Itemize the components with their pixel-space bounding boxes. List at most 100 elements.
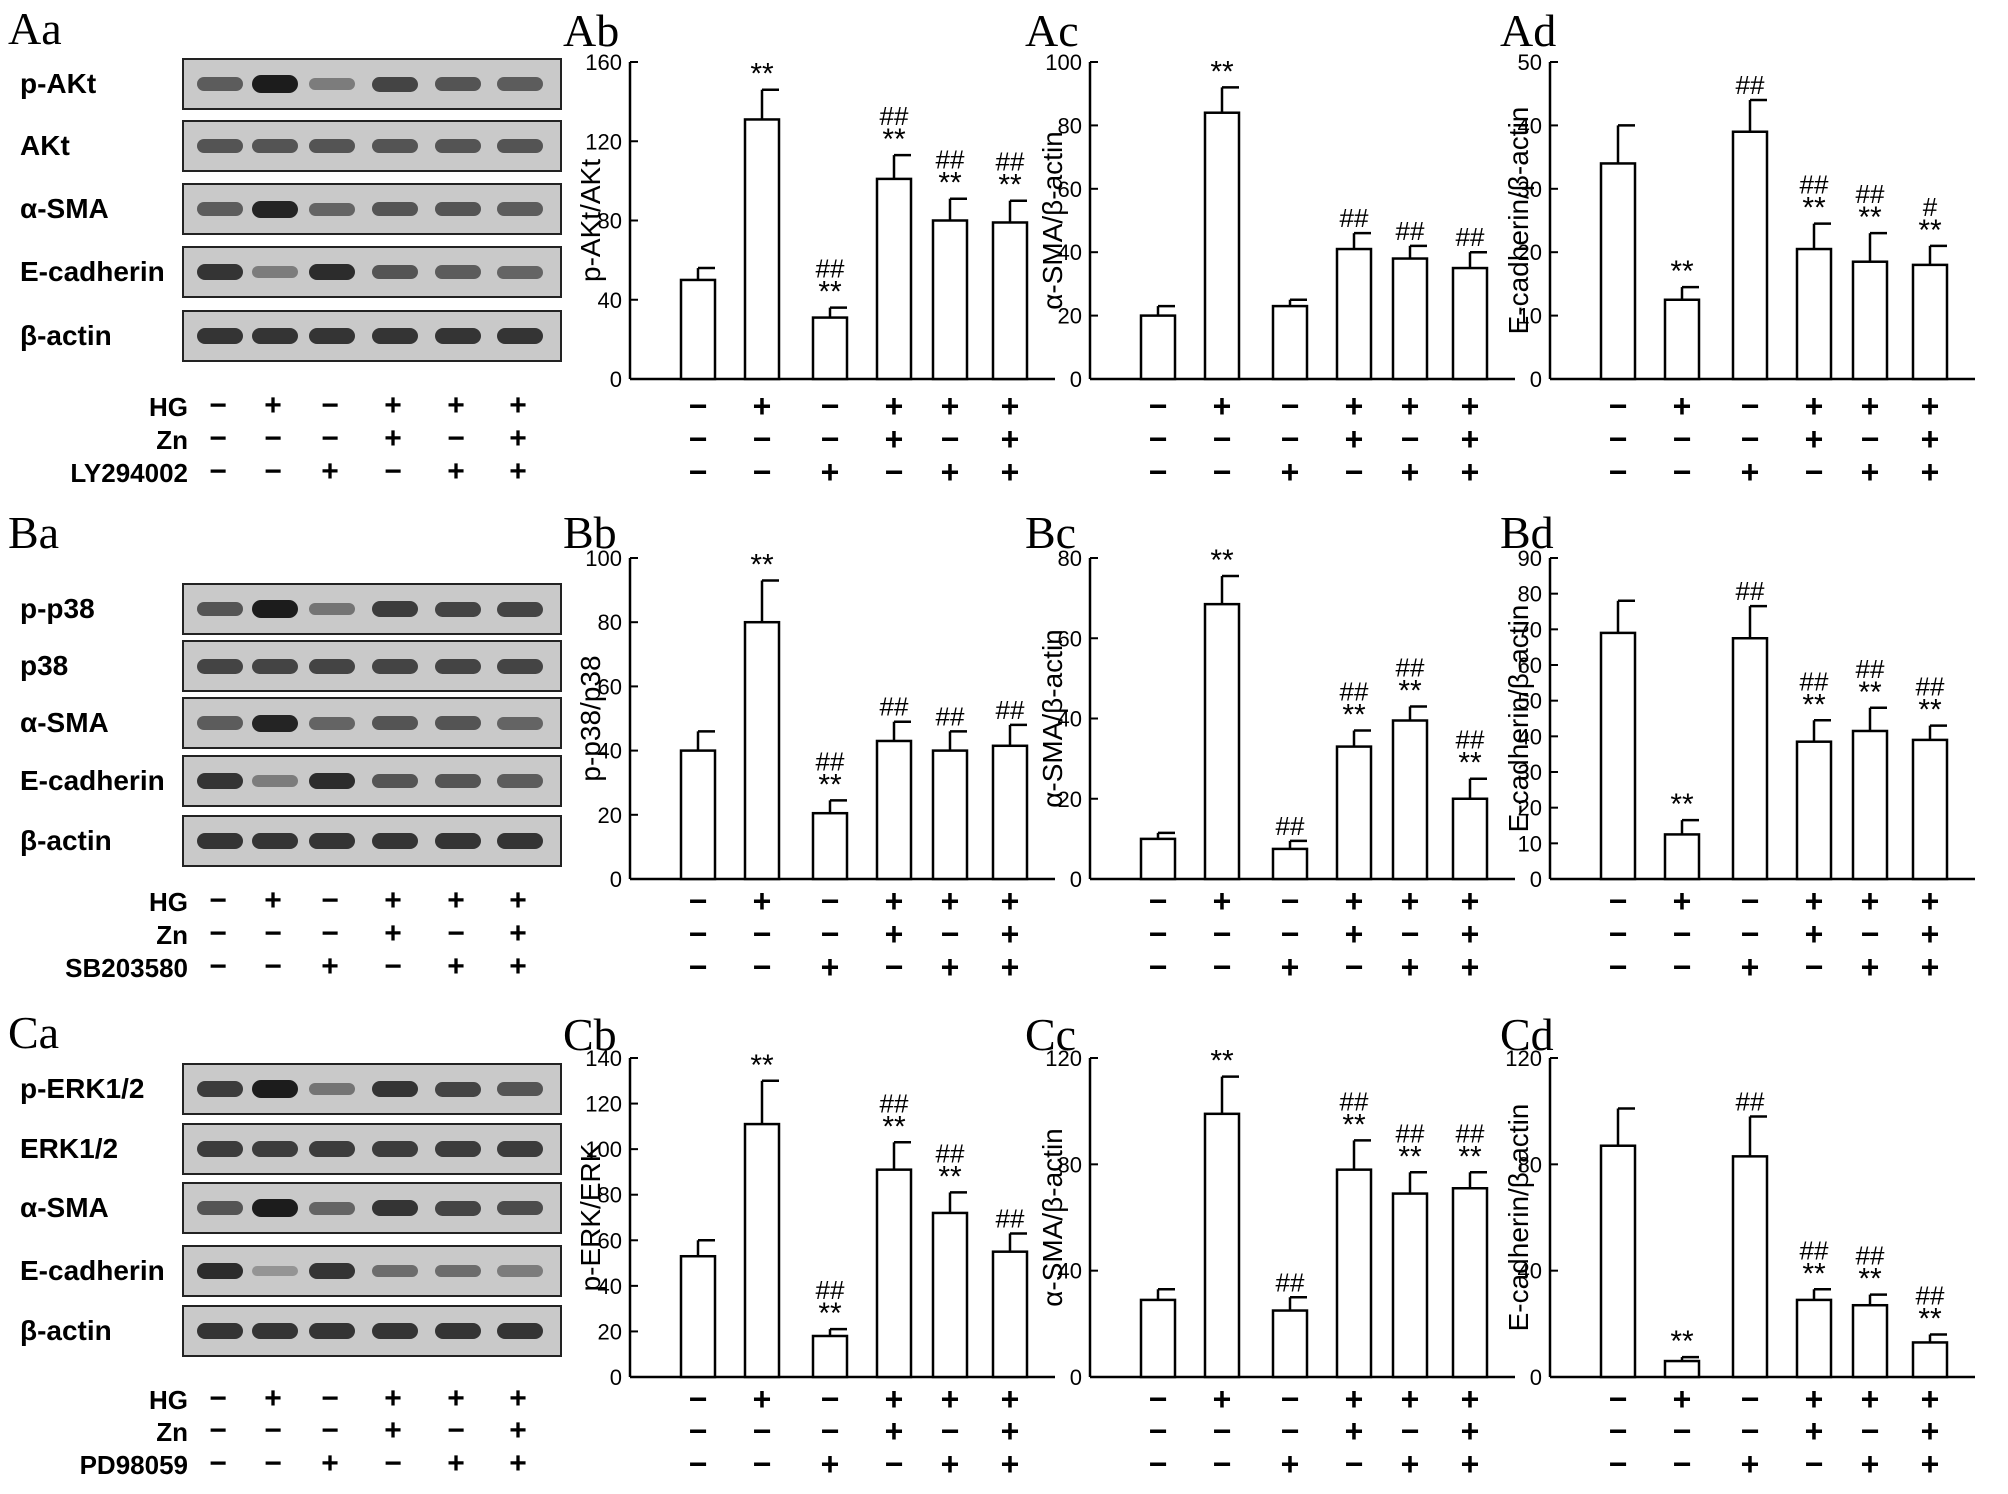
protein-band <box>435 1081 481 1097</box>
band-label: α-SMA <box>20 1192 109 1223</box>
condition-sign: + <box>1001 949 1020 985</box>
treatment-sign: + <box>384 1414 402 1447</box>
bar <box>1795 1298 1833 1379</box>
significance-hash: ## <box>996 1203 1025 1233</box>
significance-stars: ** <box>1458 747 1482 780</box>
condition-sign: + <box>1281 1446 1300 1482</box>
band-label: α-SMA <box>20 193 109 224</box>
y-tick-label: 20 <box>598 803 622 828</box>
condition-sign: + <box>1401 883 1420 919</box>
protein-band <box>197 716 243 730</box>
significance-stars: ** <box>1802 1257 1826 1290</box>
protein-band <box>435 1264 481 1278</box>
protein-band <box>497 265 543 279</box>
treatment-sign: − <box>447 422 465 455</box>
significance-hash: ## <box>996 695 1025 725</box>
condition-sign: + <box>1401 949 1420 985</box>
treatment-sign: − <box>209 917 227 950</box>
condition-sign: − <box>1609 1381 1628 1417</box>
protein-band <box>309 1141 355 1157</box>
bar <box>679 749 717 881</box>
significance-stars: ** <box>882 1110 906 1143</box>
treatment-sign: − <box>447 1414 465 1447</box>
condition-sign: − <box>1149 454 1168 490</box>
y-tick-label: 40 <box>1058 707 1082 732</box>
blot-strip <box>182 1182 562 1234</box>
condition-sign: − <box>1149 883 1168 919</box>
panel-label: Cc <box>1025 1009 1077 1060</box>
protein-band <box>252 200 298 218</box>
y-tick-label: 120 <box>585 129 622 154</box>
y-tick-label: 0 <box>610 367 622 392</box>
protein-band <box>252 775 298 787</box>
condition-sign: − <box>1401 916 1420 952</box>
significance-stars: ** <box>1342 699 1366 732</box>
treatment-label: PD98059 <box>79 1450 188 1480</box>
treatment-sign: − <box>384 1447 402 1480</box>
condition-sign: + <box>1001 1413 1020 1449</box>
treatment-sign: + <box>264 884 282 917</box>
condition-sign: − <box>1213 1413 1232 1449</box>
significance-hash: ## <box>1396 652 1425 682</box>
condition-sign: + <box>1861 1381 1880 1417</box>
y-axis-label: α-SMA/β-actin <box>1037 131 1068 310</box>
significance-stars: ** <box>1458 1140 1482 1173</box>
significance-stars: ** <box>1802 192 1826 225</box>
y-tick-label: 10 <box>1518 304 1542 329</box>
significance-stars: ** <box>818 768 842 801</box>
protein-band <box>497 716 543 730</box>
significance-hash: ## <box>1856 654 1885 684</box>
condition-sign: − <box>941 421 960 457</box>
protein-band <box>372 1081 418 1097</box>
protein-band <box>435 1200 481 1216</box>
protein-band <box>497 139 543 153</box>
protein-band <box>435 601 481 617</box>
y-axis-label: E-cadherin/β-actin <box>1503 1104 1534 1332</box>
y-tick-label: 0 <box>1070 867 1082 892</box>
treatment-sign: − <box>321 884 339 917</box>
condition-sign: − <box>1345 1446 1364 1482</box>
condition-sign: − <box>1213 949 1232 985</box>
protein-band <box>309 1083 355 1095</box>
significance-hash: ## <box>996 147 1025 177</box>
condition-sign: + <box>1805 388 1824 424</box>
bar <box>1335 745 1373 881</box>
bar <box>743 118 781 381</box>
condition-sign: − <box>885 1446 904 1482</box>
bar <box>1271 847 1309 881</box>
bar <box>1391 257 1429 381</box>
condition-sign: + <box>1861 883 1880 919</box>
treatment-sign: − <box>264 455 282 488</box>
protein-band <box>435 716 481 730</box>
blot-strip <box>182 1305 562 1357</box>
bar <box>743 620 781 881</box>
bar <box>1391 1192 1429 1379</box>
protein-band <box>372 1200 418 1216</box>
bar <box>811 811 849 881</box>
condition-sign: − <box>821 388 840 424</box>
condition-sign: + <box>941 454 960 490</box>
condition-sign: − <box>1741 388 1760 424</box>
protein-band <box>309 1263 355 1279</box>
protein-band <box>252 833 298 849</box>
significance-stars: ** <box>818 1297 842 1330</box>
treatment-label: HG <box>149 392 188 422</box>
significance-hash: ## <box>1856 1241 1885 1271</box>
protein-band <box>372 265 418 279</box>
bar <box>679 278 717 381</box>
condition-sign: − <box>1805 1446 1824 1482</box>
condition-sign: + <box>1921 1446 1940 1482</box>
protein-band <box>372 1264 418 1278</box>
condition-sign: + <box>1213 883 1232 919</box>
significance-hash: ## <box>1396 1118 1425 1148</box>
y-tick-label: 60 <box>598 674 622 699</box>
condition-sign: + <box>1673 1381 1692 1417</box>
bar <box>1139 1298 1177 1379</box>
condition-sign: − <box>1281 1381 1300 1417</box>
treatment-sign: − <box>264 917 282 950</box>
significance-hash: ## <box>816 254 845 284</box>
y-tick-label: 40 <box>598 288 622 313</box>
bar <box>1911 738 1949 881</box>
protein-band <box>497 1323 543 1339</box>
significance-stars: ** <box>1398 1140 1422 1173</box>
